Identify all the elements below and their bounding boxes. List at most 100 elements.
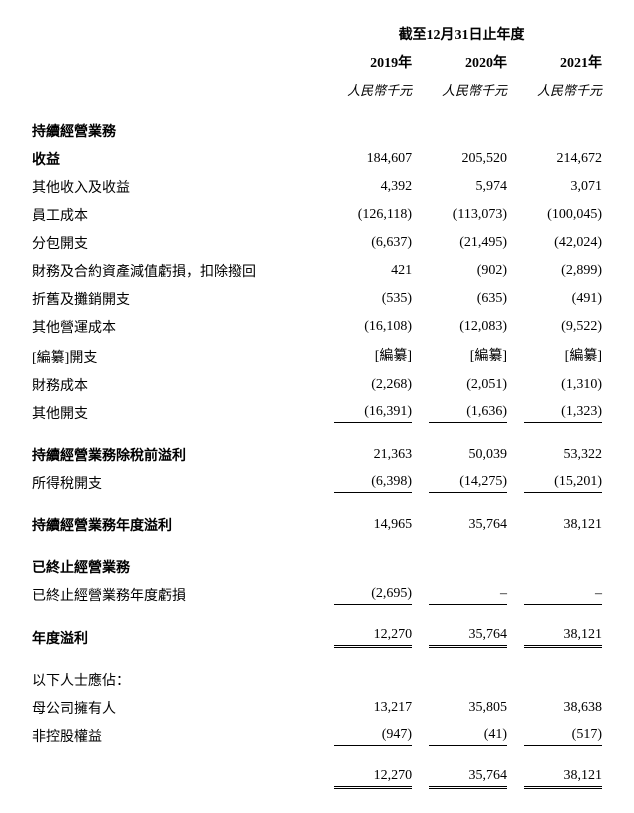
cell-cp-2019: 14,965 bbox=[334, 517, 412, 535]
row-total-attributable: 12,270 35,764 38,121 bbox=[30, 764, 604, 793]
label-nci: 非控股權益 bbox=[30, 722, 319, 750]
label-subcontracting: 分包開支 bbox=[30, 229, 319, 257]
cell-yp-2021: 38,121 bbox=[524, 627, 602, 648]
cell-finance-2019: (2,268) bbox=[334, 377, 412, 395]
row-discontinued-loss: 已終止經營業務年度虧損 (2,695) – – bbox=[30, 581, 604, 609]
cell-yp-2019: 12,270 bbox=[334, 627, 412, 648]
row-redacted: [編纂]開支 [編纂] [編纂] [編纂] bbox=[30, 341, 604, 371]
label-tax: 所得稅開支 bbox=[30, 469, 319, 497]
cell-finance-2020: (2,051) bbox=[429, 377, 507, 395]
cell-tax-2020: (14,275) bbox=[429, 474, 507, 493]
label-impairment: 財務及合約資產減值虧損，扣除撥回 bbox=[30, 257, 319, 285]
cell-other-income-2019: 4,392 bbox=[334, 179, 412, 197]
col-2020: 2020年 bbox=[414, 48, 509, 76]
cell-subcontracting-2019: (6,637) bbox=[334, 235, 412, 253]
label-depreciation: 折舊及攤銷開支 bbox=[30, 285, 319, 313]
attributable-heading: 以下人士應佔： bbox=[30, 666, 319, 694]
period-heading: 截至12月31日止年度 bbox=[319, 20, 604, 48]
label-year-profit: 年度溢利 bbox=[30, 623, 319, 652]
cell-redacted-2021: [編纂] bbox=[524, 345, 602, 367]
cell-cp-2020: 35,764 bbox=[429, 517, 507, 535]
label-finance: 財務成本 bbox=[30, 371, 319, 399]
label-staff: 員工成本 bbox=[30, 201, 319, 229]
label-revenue: 收益 bbox=[30, 145, 319, 173]
continuing-heading: 持續經營業務 bbox=[30, 117, 319, 145]
label-other-income: 其他收入及收益 bbox=[30, 173, 319, 201]
cell-parent-2020: 35,805 bbox=[429, 700, 507, 718]
cell-parent-2019: 13,217 bbox=[334, 700, 412, 718]
row-staff-cost: 員工成本 (126,118) (113,073) (100,045) bbox=[30, 201, 604, 229]
cell-depreciation-2019: (535) bbox=[334, 291, 412, 309]
cell-tax-2021: (15,201) bbox=[524, 474, 602, 493]
unit-2020: 人民幣千元 bbox=[414, 76, 509, 103]
label-other-expenses: 其他開支 bbox=[30, 399, 319, 427]
cell-pbt-2021: 53,322 bbox=[524, 447, 602, 465]
row-impairment: 財務及合約資產減值虧損，扣除撥回 421 (902) (2,899) bbox=[30, 257, 604, 285]
row-income-tax: 所得稅開支 (6,398) (14,275) (15,201) bbox=[30, 469, 604, 497]
cell-revenue-2019: 184,607 bbox=[334, 151, 412, 169]
cell-nci-2021: (517) bbox=[524, 727, 602, 746]
cell-redacted-2019: [編纂] bbox=[334, 345, 412, 367]
cell-revenue-2021: 214,672 bbox=[524, 151, 602, 169]
cell-staff-2020: (113,073) bbox=[429, 207, 507, 225]
cell-other-expenses-2019: (16,391) bbox=[334, 404, 412, 423]
cell-staff-2021: (100,045) bbox=[524, 207, 602, 225]
row-subcontracting: 分包開支 (6,637) (21,495) (42,024) bbox=[30, 229, 604, 257]
row-other-expenses: 其他開支 (16,391) (1,636) (1,323) bbox=[30, 399, 604, 427]
cell-pbt-2020: 50,039 bbox=[429, 447, 507, 465]
cell-subcontracting-2020: (21,495) bbox=[429, 235, 507, 253]
cell-revenue-2020: 205,520 bbox=[429, 151, 507, 169]
row-revenue: 收益 184,607 205,520 214,672 bbox=[30, 145, 604, 173]
cell-disc-2020: – bbox=[429, 586, 507, 605]
row-continuing-profit: 持續經營業務年度溢利 14,965 35,764 38,121 bbox=[30, 511, 604, 539]
row-parent-owners: 母公司擁有人 13,217 35,805 38,638 bbox=[30, 694, 604, 722]
cell-parent-2021: 38,638 bbox=[524, 700, 602, 718]
cell-nci-2019: (947) bbox=[334, 727, 412, 746]
col-2021: 2021年 bbox=[509, 48, 604, 76]
col-2019: 2019年 bbox=[319, 48, 414, 76]
cell-total-2020: 35,764 bbox=[429, 768, 507, 789]
cell-total-2021: 38,121 bbox=[524, 768, 602, 789]
cell-impairment-2021: (2,899) bbox=[524, 263, 602, 281]
row-finance-cost: 財務成本 (2,268) (2,051) (1,310) bbox=[30, 371, 604, 399]
cell-disc-2021: – bbox=[524, 586, 602, 605]
label-other-operating: 其他營運成本 bbox=[30, 313, 319, 341]
cell-cp-2021: 38,121 bbox=[524, 517, 602, 535]
cell-finance-2021: (1,310) bbox=[524, 377, 602, 395]
cell-total-2019: 12,270 bbox=[334, 768, 412, 789]
row-other-income: 其他收入及收益 4,392 5,974 3,071 bbox=[30, 173, 604, 201]
cell-other-expenses-2021: (1,323) bbox=[524, 404, 602, 423]
label-disc-loss: 已終止經營業務年度虧損 bbox=[30, 581, 319, 609]
cell-pbt-2019: 21,363 bbox=[334, 447, 412, 465]
cell-subcontracting-2021: (42,024) bbox=[524, 235, 602, 253]
cell-other-operating-2021: (9,522) bbox=[524, 319, 602, 337]
cell-impairment-2020: (902) bbox=[429, 263, 507, 281]
cell-other-income-2020: 5,974 bbox=[429, 179, 507, 197]
cell-other-operating-2020: (12,083) bbox=[429, 319, 507, 337]
row-profit-before-tax: 持續經營業務除稅前溢利 21,363 50,039 53,322 bbox=[30, 441, 604, 469]
cell-redacted-2020: [編纂] bbox=[429, 345, 507, 367]
row-year-profit: 年度溢利 12,270 35,764 38,121 bbox=[30, 623, 604, 652]
cell-staff-2019: (126,118) bbox=[334, 207, 412, 225]
row-other-operating: 其他營運成本 (16,108) (12,083) (9,522) bbox=[30, 313, 604, 341]
cell-nci-2020: (41) bbox=[429, 727, 507, 746]
cell-other-income-2021: 3,071 bbox=[524, 179, 602, 197]
row-nci: 非控股權益 (947) (41) (517) bbox=[30, 722, 604, 750]
cell-depreciation-2020: (635) bbox=[429, 291, 507, 309]
label-pbt: 持續經營業務除稅前溢利 bbox=[30, 441, 319, 469]
unit-2019: 人民幣千元 bbox=[319, 76, 414, 103]
cell-yp-2020: 35,764 bbox=[429, 627, 507, 648]
label-parent: 母公司擁有人 bbox=[30, 694, 319, 722]
label-redacted: [編纂]開支 bbox=[30, 341, 319, 371]
cell-depreciation-2021: (491) bbox=[524, 291, 602, 309]
cell-other-expenses-2020: (1,636) bbox=[429, 404, 507, 423]
row-depreciation: 折舊及攤銷開支 (535) (635) (491) bbox=[30, 285, 604, 313]
cell-tax-2019: (6,398) bbox=[334, 474, 412, 493]
income-statement-table: 截至12月31日止年度 2019年 2020年 2021年 人民幣千元 人民幣千… bbox=[30, 20, 604, 793]
cell-other-operating-2019: (16,108) bbox=[334, 319, 412, 337]
cell-impairment-2019: 421 bbox=[334, 263, 412, 281]
cell-disc-2019: (2,695) bbox=[334, 586, 412, 605]
label-continuing-profit: 持續經營業務年度溢利 bbox=[30, 511, 319, 539]
unit-2021: 人民幣千元 bbox=[509, 76, 604, 103]
discontinued-heading: 已終止經營業務 bbox=[30, 553, 319, 581]
